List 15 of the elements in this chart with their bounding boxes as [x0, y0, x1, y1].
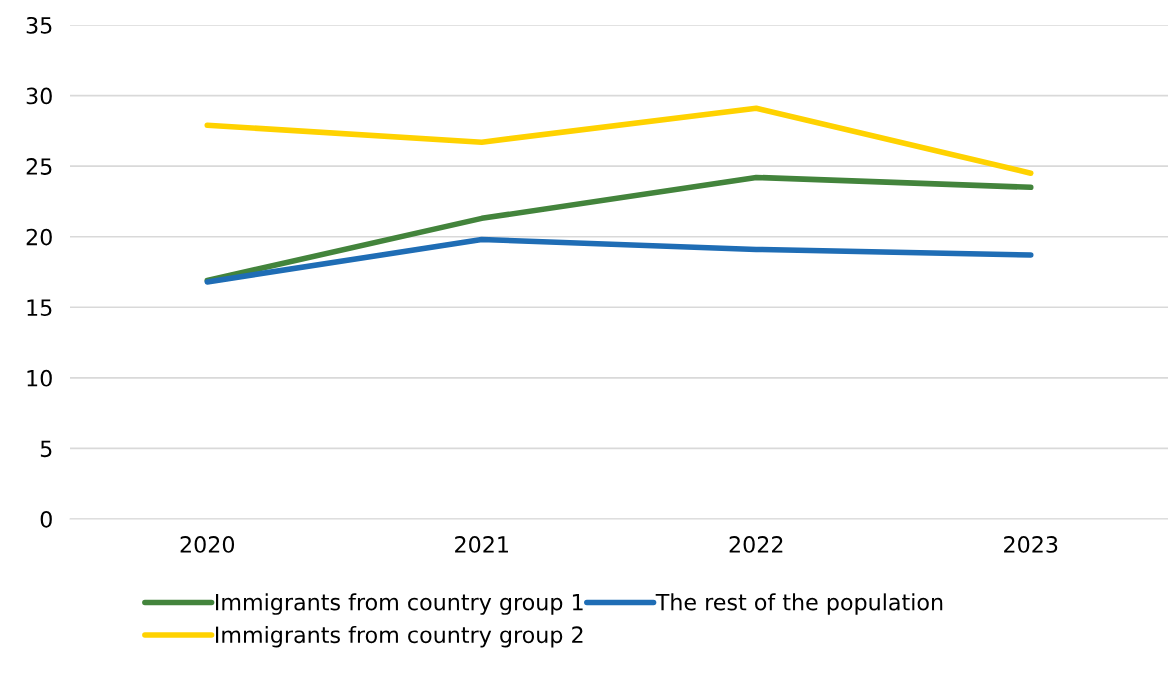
y-tick-label: 20 [26, 228, 52, 246]
legend-label: The rest of the population [655, 593, 943, 615]
x-tick-label: 2021 [455, 536, 508, 553]
y-tick-label: 35 [26, 16, 52, 34]
y-tick-label: 30 [26, 87, 52, 105]
x-tick-label: 2023 [1004, 536, 1058, 553]
y-tick-label: 0 [40, 510, 52, 528]
y-tick-label: 15 [27, 299, 52, 317]
y-tick-label: 25 [26, 158, 52, 175]
y-tick-label: 10 [27, 369, 52, 387]
x-tick-label: 2020 [180, 536, 235, 553]
legend-label: Immigrants from country group 2 [215, 625, 583, 648]
legend-label: Immigrants from country group 1 [215, 593, 583, 615]
x-tick-label: 2022 [729, 536, 783, 553]
y-tick-label: 5 [40, 440, 52, 458]
